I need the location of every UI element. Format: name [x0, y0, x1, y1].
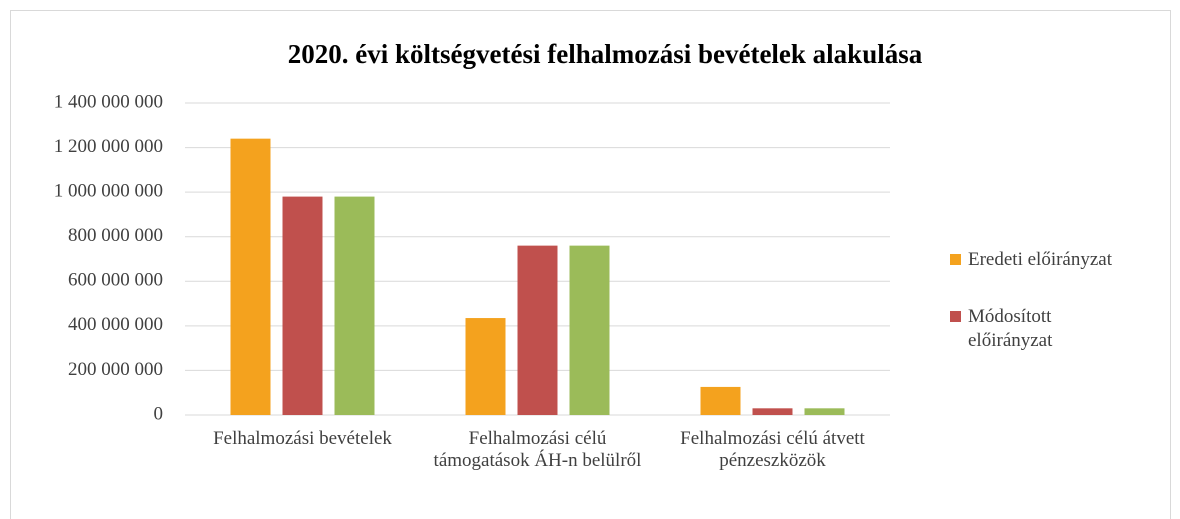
- y-tick-label: 200 000 000: [68, 359, 163, 380]
- legend-label: Eredeti előirányzat: [968, 249, 1113, 270]
- bar: [230, 138, 271, 415]
- y-tick-label: 0: [154, 403, 164, 424]
- bar: [752, 408, 793, 415]
- bar: [804, 408, 845, 415]
- bar: [517, 245, 558, 415]
- bar: [700, 386, 741, 415]
- y-tick-label: 800 000 000: [68, 225, 163, 246]
- bar: [569, 245, 610, 415]
- legend-swatch: [950, 254, 961, 265]
- bar: [282, 196, 323, 415]
- y-tick-label: 1 200 000 000: [54, 136, 163, 157]
- chart-frame: [10, 10, 1171, 519]
- x-tick-label: Felhalmozási célú átvett pénzeszközök: [680, 428, 865, 471]
- legend-entry: Eredeti előirányzat: [950, 248, 1118, 272]
- x-tick-label: Felhalmozási célú támogatások ÁH-n belül…: [433, 428, 642, 471]
- bar: [334, 196, 375, 415]
- y-tick-label: 1 000 000 000: [54, 181, 163, 202]
- legend-label: Módosított előirányzat: [968, 306, 1053, 351]
- y-tick-label: 1 400 000 000: [54, 91, 163, 112]
- y-tick-label: 400 000 000: [68, 314, 163, 335]
- x-tick-label: Felhalmozási bevételek: [213, 428, 392, 449]
- chart-title: 2020. évi költségvetési felhalmozási bev…: [288, 39, 923, 69]
- legend-entry: Módosított előirányzat: [950, 305, 1118, 353]
- legend-swatch: [950, 311, 961, 322]
- bar: [465, 318, 506, 415]
- y-tick-label: 600 000 000: [68, 270, 163, 291]
